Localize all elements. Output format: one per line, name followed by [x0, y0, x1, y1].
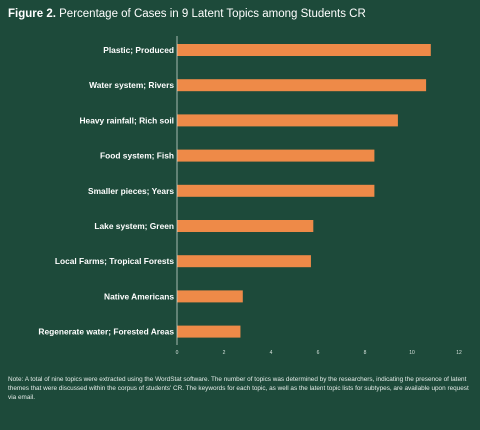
category-label: Plastic; Produced — [103, 45, 174, 55]
bar — [177, 44, 431, 56]
x-tick-label: 0 — [176, 350, 179, 356]
bar — [177, 149, 375, 162]
x-tick-label: 12 — [456, 350, 462, 356]
bar — [177, 114, 398, 127]
bar — [177, 255, 311, 268]
x-tick-label: 2 — [223, 350, 226, 356]
figure-title: Figure 2. Percentage of Cases in 9 Laten… — [8, 8, 472, 20]
figure-note: Note: A total of nine topics were extrac… — [8, 376, 469, 401]
category-label: Smaller pieces; Years — [88, 186, 174, 196]
category-label: Lake system; Green — [94, 221, 174, 231]
category-label: Food system; Fish — [100, 151, 174, 161]
bar — [177, 184, 375, 197]
figure-title-text: Percentage of Cases in 9 Latent Topics a… — [59, 8, 366, 20]
x-tick-label: 4 — [270, 350, 273, 356]
category-label: Heavy rainfall; Rich soil — [80, 115, 175, 125]
x-tick-label: 10 — [409, 350, 415, 356]
bar — [177, 220, 314, 232]
x-tick-label: 6 — [317, 350, 320, 356]
bar-chart: Plastic; Produced Water system; Rivers Hea… — [38, 36, 462, 356]
bar — [177, 290, 243, 303]
category-label: Water system; Rivers — [89, 80, 174, 90]
x-tick-label: 8 — [364, 350, 367, 356]
bar — [177, 325, 241, 338]
category-label: Native Americans — [104, 291, 174, 301]
category-label: Local Farms; Tropical Forests — [55, 256, 174, 266]
bar — [177, 79, 427, 92]
category-label: Regenerate water; Forested Areas — [38, 327, 174, 337]
figure-label: Figure 2. — [8, 8, 56, 20]
